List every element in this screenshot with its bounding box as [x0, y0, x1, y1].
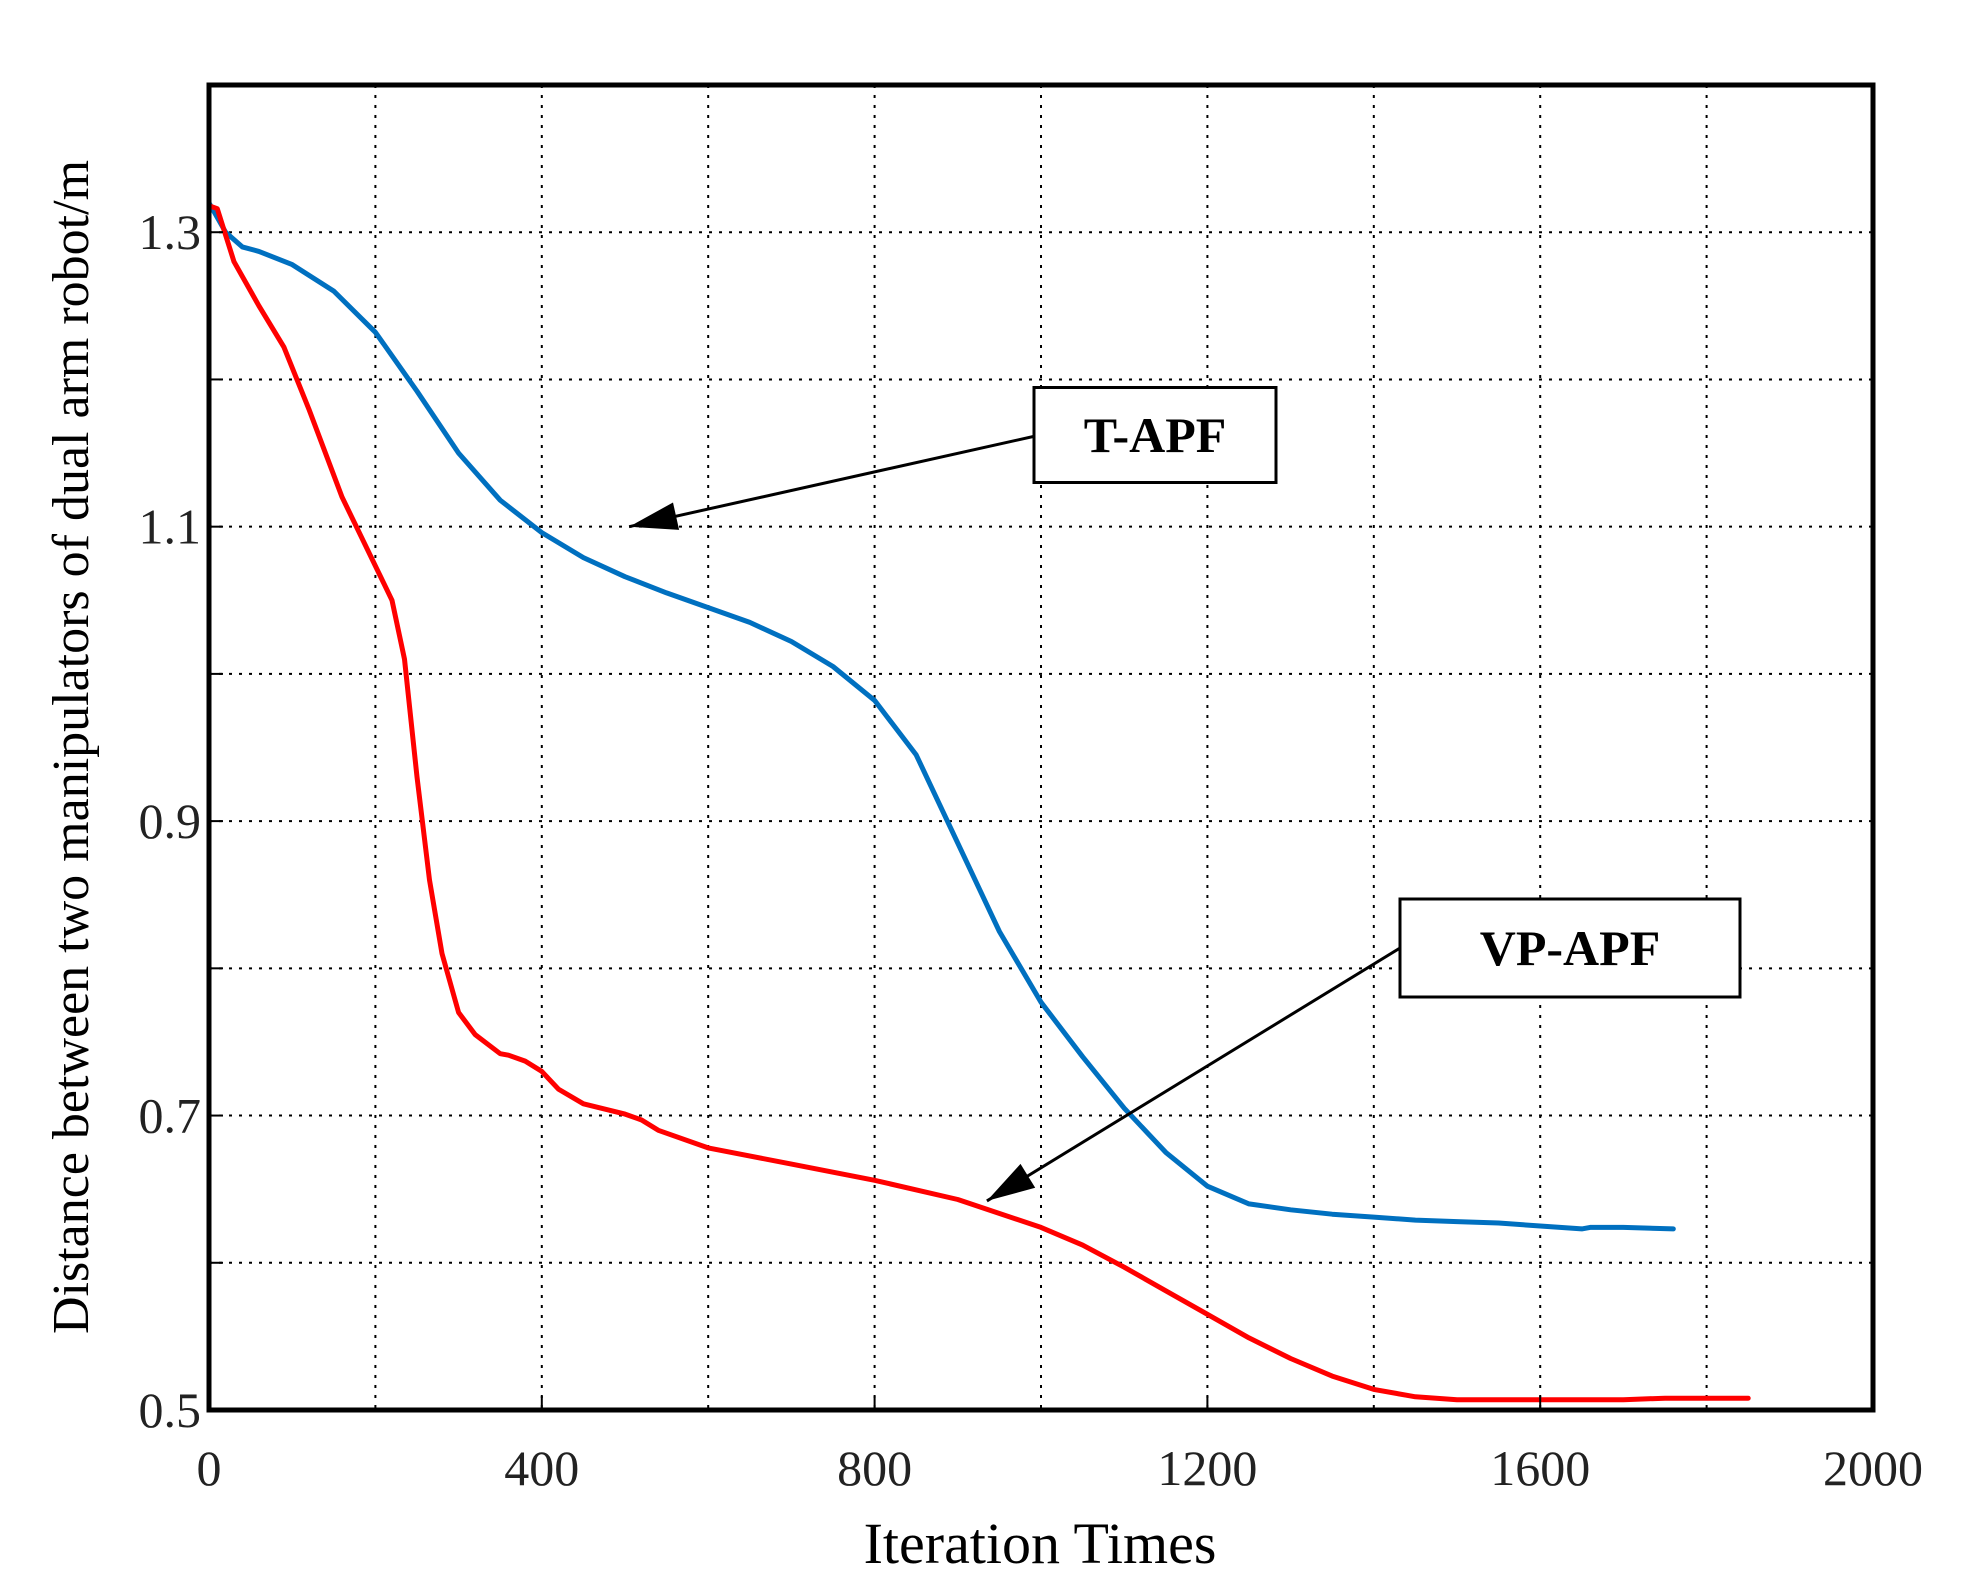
- y-tick-label: 0.5: [139, 1382, 202, 1438]
- x-tick-label: 1600: [1490, 1440, 1590, 1496]
- y-axis-title: Distance between two manipulators of dua…: [43, 160, 100, 1334]
- annotation-arrowhead: [629, 502, 680, 530]
- annotation-box: [1398, 897, 1742, 999]
- annotation-arrow: [986, 946, 1401, 1203]
- annotations: T-APF VP-APF: [628, 386, 1742, 1203]
- series-lines: [206, 200, 1751, 1403]
- y-tick-label: 0.7: [139, 1088, 202, 1144]
- x-tick-label: 0: [197, 1440, 222, 1496]
- y-tick-label: 1.1: [139, 499, 202, 555]
- annotation-arrow: [628, 433, 1041, 529]
- x-axis-title: Iteration Times: [864, 1511, 1217, 1576]
- series-line-vp-apf: [206, 203, 1751, 1403]
- ticks: 0 400 800 1200 1600 2000 0.5 0.7 0.9 1.1 1.3: [139, 204, 1924, 1496]
- series-line-t-apf: [206, 200, 1676, 1232]
- annotation-label: VP-APF: [1480, 920, 1661, 976]
- y-tick-label: 1.3: [139, 204, 202, 260]
- annotation-box: [1032, 386, 1278, 484]
- x-tick-label: 1200: [1157, 1440, 1257, 1496]
- annotation-label: T-APF: [1084, 407, 1227, 463]
- plot-frame: [206, 82, 1876, 1413]
- grid: [209, 85, 1873, 1410]
- annotation-arrowhead: [986, 1163, 1036, 1201]
- x-tick-label: 2000: [1823, 1440, 1923, 1496]
- y-tick-label: 0.9: [139, 793, 202, 849]
- x-tick-label: 800: [837, 1440, 912, 1496]
- x-tick-label: 400: [504, 1440, 579, 1496]
